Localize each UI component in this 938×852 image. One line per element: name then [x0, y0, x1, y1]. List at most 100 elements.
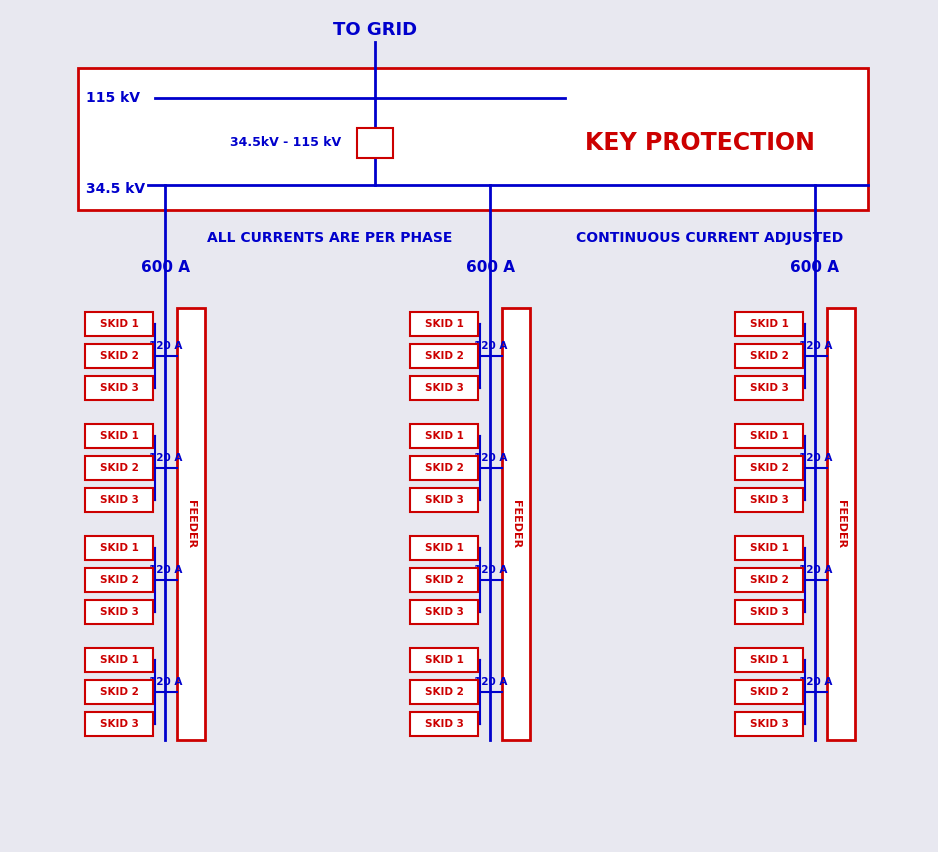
Text: SKID 1: SKID 1	[99, 431, 139, 441]
Bar	[735, 456, 803, 480]
Text: 600 A: 600 A	[141, 261, 189, 275]
Bar	[85, 456, 153, 480]
Text: 34.5 kV: 34.5 kV	[86, 182, 145, 196]
Text: 34.5kV - 115 kV: 34.5kV - 115 kV	[230, 136, 341, 149]
Text: SKID 3: SKID 3	[749, 383, 789, 393]
Text: CONTINUOUS CURRENT ADJUSTED: CONTINUOUS CURRENT ADJUSTED	[576, 231, 843, 245]
Bar	[735, 488, 803, 512]
Text: SKID 2: SKID 2	[425, 463, 463, 473]
Text: SKID 3: SKID 3	[425, 719, 463, 729]
Bar	[735, 600, 803, 624]
Text: 120 A: 120 A	[475, 565, 507, 575]
Text: 120 A: 120 A	[149, 565, 183, 575]
Bar	[735, 376, 803, 400]
Text: SKID 3: SKID 3	[99, 383, 139, 393]
Text: SKID 1: SKID 1	[425, 319, 463, 329]
Bar	[85, 424, 153, 448]
Bar	[410, 344, 478, 368]
Text: SKID 1: SKID 1	[425, 431, 463, 441]
Bar	[827, 308, 855, 740]
Text: SKID 2: SKID 2	[749, 463, 789, 473]
Bar	[735, 712, 803, 736]
Bar	[410, 456, 478, 480]
Text: SKID 2: SKID 2	[99, 687, 139, 697]
Bar	[735, 680, 803, 704]
Text: FEEDER: FEEDER	[836, 500, 846, 548]
Text: SKID 2: SKID 2	[749, 687, 789, 697]
Text: SKID 2: SKID 2	[749, 575, 789, 585]
Text: SKID 2: SKID 2	[425, 687, 463, 697]
Bar	[85, 376, 153, 400]
Text: 600 A: 600 A	[791, 261, 840, 275]
Bar	[85, 344, 153, 368]
Text: SKID 1: SKID 1	[749, 543, 789, 553]
Bar	[85, 680, 153, 704]
Bar	[85, 648, 153, 672]
Text: FEEDER: FEEDER	[511, 500, 521, 548]
Text: SKID 1: SKID 1	[425, 655, 463, 665]
Text: SKID 3: SKID 3	[749, 719, 789, 729]
Text: SKID 2: SKID 2	[99, 463, 139, 473]
Bar	[410, 488, 478, 512]
Text: SKID 3: SKID 3	[425, 607, 463, 617]
Text: SKID 2: SKID 2	[425, 351, 463, 361]
Bar	[735, 424, 803, 448]
Text: SKID 1: SKID 1	[749, 319, 789, 329]
Text: TO GRID: TO GRID	[333, 21, 417, 39]
Bar	[85, 600, 153, 624]
Bar	[85, 712, 153, 736]
Text: 120 A: 120 A	[149, 677, 183, 687]
Text: SKID 3: SKID 3	[425, 383, 463, 393]
Bar	[410, 424, 478, 448]
Text: SKID 1: SKID 1	[749, 655, 789, 665]
Text: SKID 2: SKID 2	[99, 575, 139, 585]
Bar	[410, 600, 478, 624]
Bar	[735, 568, 803, 592]
Text: SKID 2: SKID 2	[749, 351, 789, 361]
Text: SKID 2: SKID 2	[425, 575, 463, 585]
Text: SKID 3: SKID 3	[425, 495, 463, 505]
Bar	[735, 648, 803, 672]
Bar	[735, 536, 803, 560]
Text: KEY PROTECTION: KEY PROTECTION	[585, 131, 815, 155]
Bar	[410, 312, 478, 336]
Bar	[410, 536, 478, 560]
Text: SKID 1: SKID 1	[99, 655, 139, 665]
Bar	[410, 680, 478, 704]
Bar	[735, 312, 803, 336]
Text: ALL CURRENTS ARE PER PHASE: ALL CURRENTS ARE PER PHASE	[207, 231, 453, 245]
Text: 120 A: 120 A	[799, 453, 833, 463]
Text: SKID 1: SKID 1	[99, 543, 139, 553]
Bar	[410, 648, 478, 672]
Bar	[357, 128, 393, 158]
Text: SKID 1: SKID 1	[99, 319, 139, 329]
Text: FEEDER: FEEDER	[186, 500, 196, 548]
Text: SKID 3: SKID 3	[99, 495, 139, 505]
Bar	[177, 308, 205, 740]
Text: SKID 3: SKID 3	[99, 719, 139, 729]
Text: 120 A: 120 A	[799, 341, 833, 351]
Bar	[85, 536, 153, 560]
Bar	[410, 568, 478, 592]
Text: 120 A: 120 A	[475, 453, 507, 463]
Bar	[78, 68, 868, 210]
Bar	[502, 308, 530, 740]
Text: SKID 3: SKID 3	[749, 607, 789, 617]
Bar	[410, 376, 478, 400]
Bar	[85, 488, 153, 512]
Text: SKID 1: SKID 1	[749, 431, 789, 441]
Text: 120 A: 120 A	[149, 341, 183, 351]
Text: 115 kV: 115 kV	[86, 91, 140, 105]
Text: 120 A: 120 A	[149, 453, 183, 463]
Bar	[85, 568, 153, 592]
Text: 120 A: 120 A	[799, 677, 833, 687]
Text: SKID 3: SKID 3	[749, 495, 789, 505]
Text: 120 A: 120 A	[475, 341, 507, 351]
Bar	[85, 312, 153, 336]
Bar	[410, 712, 478, 736]
Bar	[735, 344, 803, 368]
Text: SKID 3: SKID 3	[99, 607, 139, 617]
Text: 120 A: 120 A	[475, 677, 507, 687]
Text: SKID 2: SKID 2	[99, 351, 139, 361]
Text: SKID 1: SKID 1	[425, 543, 463, 553]
